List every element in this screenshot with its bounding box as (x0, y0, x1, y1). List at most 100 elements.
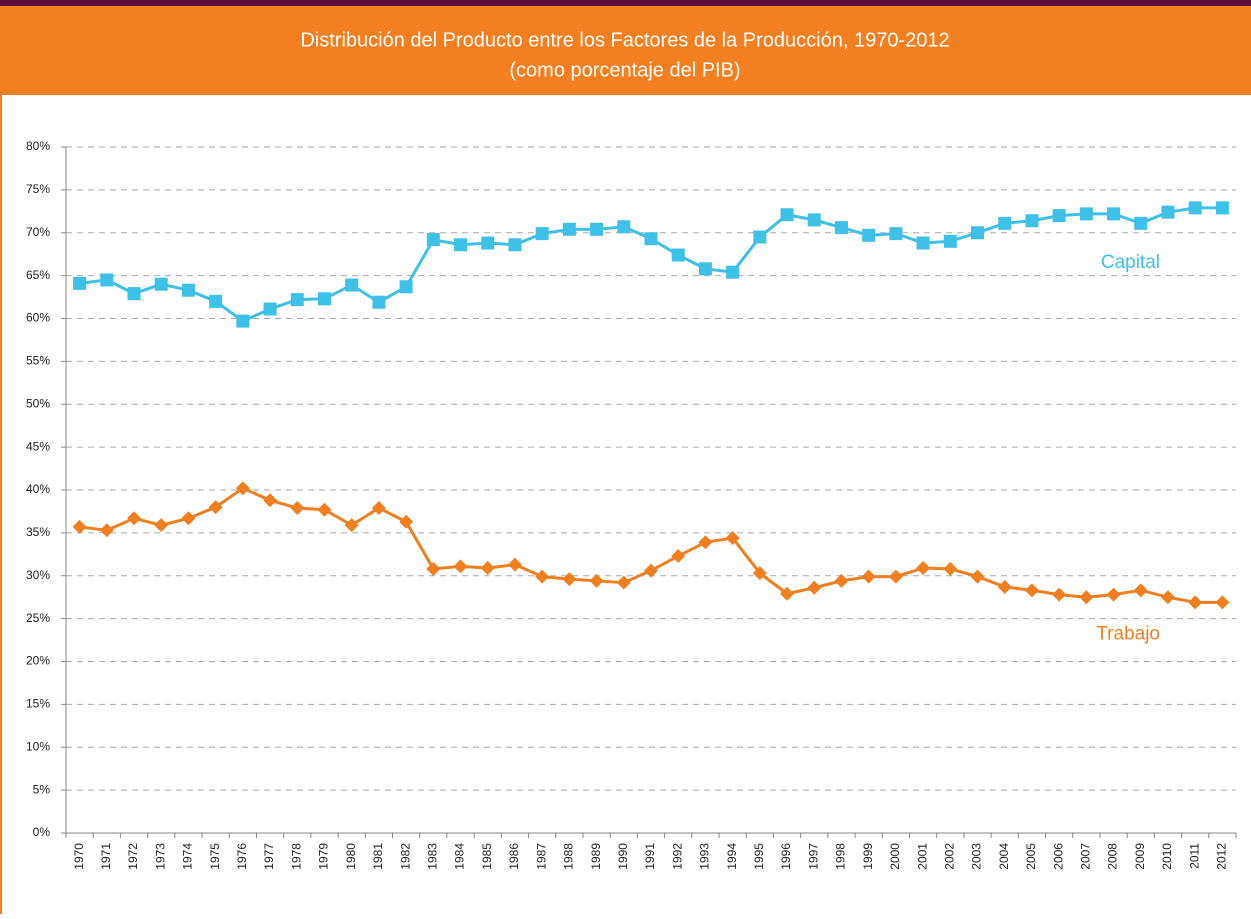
point (1160, 590, 1175, 605)
x-tick-label: 2001 (915, 843, 929, 870)
x-tick-label: 1983 (425, 843, 439, 870)
chart-title: Distribución del Producto entre los Fact… (300, 29, 949, 51)
point (644, 232, 658, 246)
point (780, 208, 794, 222)
point (971, 226, 985, 240)
x-tick-label: 1995 (752, 843, 766, 870)
top-bar (0, 0, 1251, 6)
point (861, 569, 876, 584)
x-tick-label: 1976 (235, 843, 249, 870)
point (73, 276, 87, 290)
series-line (79, 206, 1223, 323)
y-tick-label: 10% (26, 739, 50, 753)
x-tick-label: 1971 (99, 843, 113, 870)
x-tick-label: 2011 (1187, 843, 1201, 869)
point (589, 573, 604, 588)
point (127, 287, 141, 301)
point (481, 236, 495, 250)
point (317, 502, 332, 517)
x-tick-label: 1974 (181, 843, 195, 870)
point (399, 280, 413, 294)
point (1079, 590, 1094, 605)
point (263, 302, 277, 316)
point (1215, 201, 1229, 215)
point (590, 222, 604, 236)
x-tick-label: 2008 (1106, 843, 1120, 870)
point (1106, 587, 1121, 602)
point (807, 213, 821, 227)
series-label: Trabajo (1096, 623, 1160, 644)
point (916, 561, 931, 576)
y-tick-label: 30% (26, 568, 50, 582)
y-tick-label: 0% (33, 825, 51, 839)
point (617, 220, 631, 234)
point (290, 293, 304, 307)
point (480, 561, 495, 576)
x-tick-label: 2004 (997, 843, 1011, 870)
y-tick-label: 65% (26, 268, 50, 282)
x-tick-label: 2007 (1079, 843, 1093, 870)
x-tick-label: 2002 (942, 843, 956, 870)
point (997, 579, 1012, 594)
x-tick-label: 2009 (1133, 843, 1147, 870)
point (1052, 587, 1067, 602)
x-tick-label: 1982 (398, 843, 412, 870)
x-tick-label: 1979 (317, 843, 331, 870)
x-tick-label: 1980 (344, 843, 358, 870)
x-tick-label: 1987 (534, 843, 548, 870)
point (181, 511, 196, 526)
x-tick-label: 2003 (970, 843, 984, 870)
point (998, 216, 1012, 230)
point (562, 572, 577, 587)
y-tick-label: 35% (26, 525, 50, 539)
x-tick-label: 2010 (1160, 843, 1174, 870)
point (372, 295, 386, 309)
point (290, 501, 305, 516)
y-tick-label: 80% (26, 139, 50, 153)
point (970, 569, 985, 584)
point (943, 561, 958, 576)
point (1024, 583, 1039, 598)
x-tick-label: 1990 (616, 843, 630, 870)
x-tick-label: 2000 (888, 843, 902, 870)
point (99, 523, 114, 538)
point (888, 569, 903, 584)
x-tick-label: 1972 (126, 843, 140, 870)
point (834, 221, 848, 235)
point (209, 294, 223, 308)
x-tick-label: 1985 (480, 843, 494, 870)
point (752, 566, 767, 581)
x-tick-label: 2012 (1215, 843, 1229, 870)
header (0, 6, 1251, 95)
point (345, 278, 359, 292)
x-tick-label: 1970 (72, 843, 86, 870)
y-tick-label: 5% (33, 782, 51, 796)
point (208, 500, 223, 515)
y-tick-label: 45% (26, 439, 50, 453)
point (72, 519, 87, 534)
point (453, 559, 468, 574)
x-tick-label: 1977 (262, 843, 276, 870)
x-tick-label: 1975 (208, 843, 222, 870)
point (371, 501, 386, 516)
point (344, 518, 359, 533)
y-tick-label: 70% (26, 225, 50, 239)
point (1025, 214, 1039, 228)
point (671, 248, 685, 262)
x-tick-label: 1998 (834, 843, 848, 870)
x-tick-label: 2006 (1051, 843, 1065, 870)
point (834, 573, 849, 588)
x-tick-label: 1981 (371, 843, 385, 870)
point (726, 265, 740, 279)
point (535, 569, 550, 584)
x-tick-label: 1973 (153, 843, 167, 870)
y-tick-label: 25% (26, 611, 50, 625)
point (508, 238, 522, 252)
x-tick-label: 1993 (698, 843, 712, 870)
point (535, 227, 549, 241)
x-tick-label: 1999 (861, 843, 875, 870)
series-label: Capital (1101, 252, 1160, 273)
point (1079, 207, 1093, 221)
point (644, 563, 658, 578)
